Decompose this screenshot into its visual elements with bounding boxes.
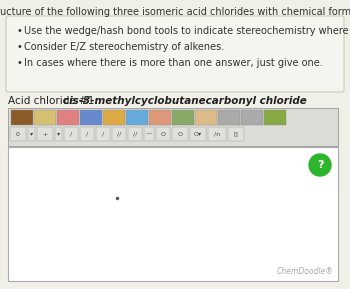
Bar bbox=[80, 127, 94, 141]
Bar bbox=[11, 110, 33, 125]
Text: O: O bbox=[161, 131, 166, 136]
Bar bbox=[149, 110, 171, 125]
Text: []: [] bbox=[233, 131, 238, 136]
Bar bbox=[112, 127, 126, 141]
Bar bbox=[57, 110, 79, 125]
Bar bbox=[241, 110, 263, 125]
Text: //: // bbox=[133, 131, 137, 136]
Bar bbox=[103, 110, 125, 125]
Text: •: • bbox=[17, 26, 23, 36]
Bar bbox=[195, 110, 217, 125]
Text: In cases where there is more than one answer, just give one.: In cases where there is more than one an… bbox=[24, 58, 323, 68]
Text: Consider E/Z stereochemistry of alkenes.: Consider E/Z stereochemistry of alkenes. bbox=[24, 42, 224, 52]
Bar bbox=[28, 127, 35, 141]
Bar bbox=[228, 127, 244, 141]
Bar bbox=[172, 110, 194, 125]
Bar bbox=[37, 127, 53, 141]
Text: Draw the structure of the following three isomeric acid chlorides with chemical : Draw the structure of the following thre… bbox=[0, 7, 350, 17]
Text: •: • bbox=[17, 58, 23, 68]
Text: O: O bbox=[177, 131, 182, 136]
Text: Use the wedge/hash bond tools to indicate stereochemistry where it exists.: Use the wedge/hash bond tools to indicat… bbox=[24, 26, 350, 36]
Bar bbox=[218, 110, 240, 125]
Text: /: / bbox=[102, 131, 104, 136]
Bar bbox=[96, 127, 110, 141]
Text: ▾: ▾ bbox=[57, 131, 60, 136]
Bar bbox=[10, 127, 26, 141]
Bar bbox=[128, 127, 142, 141]
Text: ▾: ▾ bbox=[30, 131, 33, 136]
Bar bbox=[190, 127, 206, 141]
Text: Acid chloride #1:: Acid chloride #1: bbox=[8, 96, 101, 106]
Bar bbox=[8, 108, 338, 146]
Bar bbox=[156, 127, 170, 141]
Bar bbox=[208, 127, 226, 141]
Text: /: / bbox=[86, 131, 88, 136]
FancyBboxPatch shape bbox=[6, 16, 344, 92]
Text: //: // bbox=[117, 131, 121, 136]
Text: 0: 0 bbox=[16, 131, 20, 136]
Text: ChemDoodle®: ChemDoodle® bbox=[277, 267, 334, 276]
Text: +: + bbox=[42, 131, 48, 136]
Bar bbox=[264, 110, 286, 125]
Text: /: / bbox=[70, 131, 72, 136]
Bar bbox=[172, 127, 188, 141]
Bar bbox=[80, 110, 102, 125]
Bar bbox=[64, 127, 78, 141]
Circle shape bbox=[309, 154, 331, 176]
Bar bbox=[144, 127, 154, 141]
Text: cis-3-methylcyclobutanecarbonyl chloride: cis-3-methylcyclobutanecarbonyl chloride bbox=[63, 96, 307, 106]
Bar bbox=[8, 147, 338, 281]
Bar bbox=[126, 110, 148, 125]
Text: O▾: O▾ bbox=[194, 131, 202, 136]
Text: —: — bbox=[146, 131, 152, 136]
Bar bbox=[34, 110, 56, 125]
Bar bbox=[55, 127, 62, 141]
Text: •: • bbox=[17, 42, 23, 52]
Text: /n: /n bbox=[214, 131, 220, 136]
Text: ?: ? bbox=[317, 160, 323, 170]
